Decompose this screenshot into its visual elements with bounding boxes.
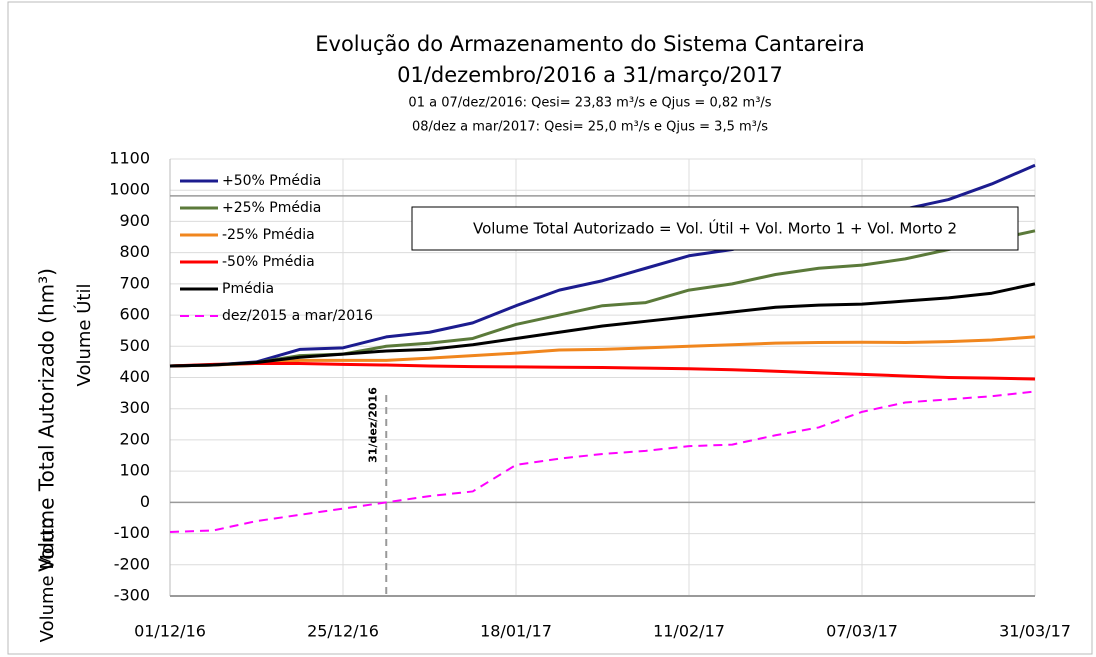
y-tick-label: 700 — [119, 273, 150, 292]
y-tick-label: 500 — [119, 336, 150, 355]
y-tick-label: 100 — [119, 461, 150, 480]
y-tick-label: 300 — [119, 398, 150, 417]
y-tick-label: 200 — [119, 429, 150, 448]
annotation-box — [411, 206, 1019, 251]
y-axis-label: Volume Total Autorizado (hm³) — [35, 268, 59, 572]
y-axis-label-upper: Volume Útil — [73, 284, 95, 387]
y-tick-label: 600 — [119, 305, 150, 324]
y-tick-label: -200 — [114, 554, 150, 573]
y-tick-label: -300 — [114, 586, 150, 605]
y-axis-label-lower: Volume Morto — [37, 518, 58, 643]
annotation: Volume Total Autorizado = Vol. Útil + Vo… — [473, 219, 957, 238]
series-line — [169, 335, 1036, 368]
note: 01 a 07/dez/2016: Qesi= 23,83 m³/s e Qju… — [408, 96, 771, 111]
y-tick-label: 1000 — [109, 180, 150, 199]
y-tick-label: 900 — [119, 211, 150, 230]
y-tick-label: 400 — [119, 367, 150, 386]
legend-label: +50% Pmédia — [222, 173, 321, 189]
x-tick-label: 25/12/16 — [307, 622, 379, 641]
legend-label: -50% Pmédia — [222, 254, 315, 270]
y-tick-label: 0 — [140, 492, 150, 511]
series-line — [169, 361, 1036, 381]
legend-label: dez/2015 a mar/2016 — [222, 308, 373, 324]
legend-label: +25% Pmédia — [222, 200, 321, 216]
legend-label: Pmédia — [222, 281, 274, 297]
x-tick-label: 18/01/17 — [480, 622, 552, 641]
chart-title: Evolução do Armazenamento do Sistema Can… — [315, 32, 865, 56]
y-tick-label: 1100 — [109, 149, 150, 168]
y-tick-label: 800 — [119, 242, 150, 261]
series-line — [169, 390, 1036, 534]
note: 08/dez a mar/2017: Qesi= 25,0 m³/s e Qju… — [412, 120, 768, 135]
y-tick-label: -100 — [114, 523, 150, 542]
x-tick-label: 11/02/17 — [653, 622, 725, 641]
x-tick-label: 31/03/17 — [999, 622, 1071, 641]
x-tick-label: 07/03/17 — [826, 622, 898, 641]
legend-label: -25% Pmédia — [222, 227, 315, 243]
date-marker-label: 31/dez/2016 — [366, 387, 379, 463]
series-line — [169, 229, 1036, 368]
chart-subtitle: 01/dezembro/2016 a 31/março/2017 — [397, 63, 783, 87]
frame — [7, 1, 1093, 655]
x-tick-label: 01/12/16 — [134, 622, 206, 641]
series-line — [169, 282, 1036, 368]
